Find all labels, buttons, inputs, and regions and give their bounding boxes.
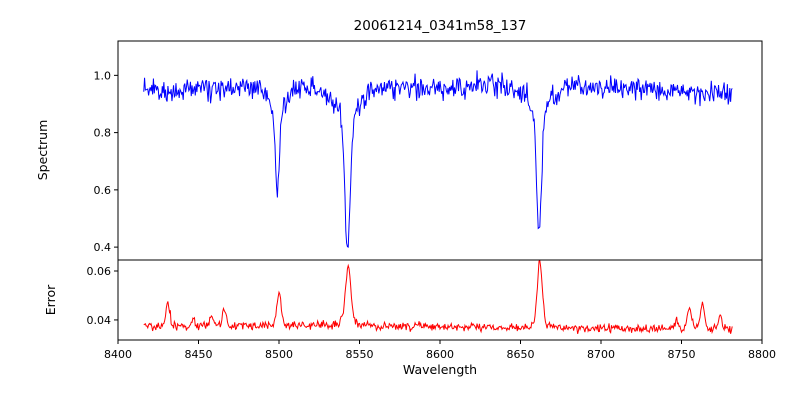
x-tick-label: 8400 (104, 348, 132, 361)
y-axis-label-spectrum: Spectrum (35, 120, 50, 181)
y-tick-label: 0.4 (94, 241, 112, 254)
y-tick-label: 0.04 (87, 314, 112, 327)
x-tick-label: 8600 (426, 348, 454, 361)
y-axis-label-error: Error (43, 284, 58, 315)
y-tick-label: 0.06 (87, 265, 112, 278)
x-axis-label: Wavelength (403, 362, 477, 377)
y-tick-label: 1.0 (94, 69, 112, 82)
x-tick-label: 8550 (346, 348, 374, 361)
x-tick-label: 8500 (265, 348, 293, 361)
y-tick-label: 0.8 (94, 127, 112, 140)
axis-ticks: 8400 8450 8500 8550 8600 8650 8700 8750 8800 0.4 0… (87, 69, 777, 361)
spectrum-line (143, 70, 733, 248)
x-tick-label: 8650 (507, 348, 535, 361)
x-tick-label: 8800 (748, 348, 776, 361)
chart-title: 20061214_0341m58_137 (354, 18, 527, 34)
x-tick-label: 8750 (668, 348, 696, 361)
x-tick-label: 8450 (185, 348, 213, 361)
error-line (143, 260, 733, 335)
y-tick-label: 0.6 (94, 184, 112, 197)
x-tick-label: 8700 (587, 348, 615, 361)
